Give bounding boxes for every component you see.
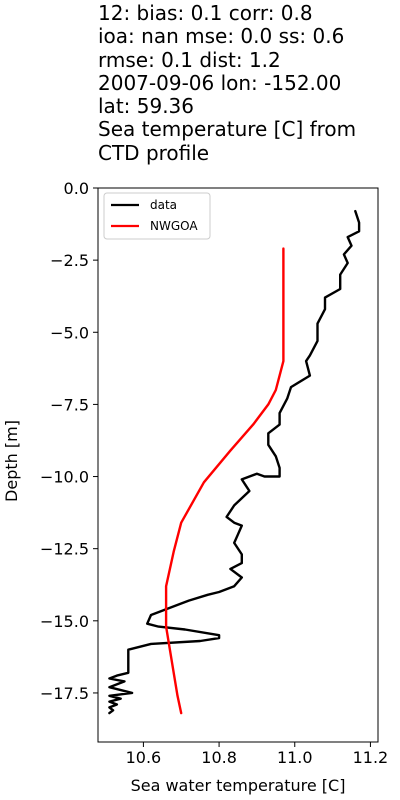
legend: data NWGOA — [103, 192, 211, 240]
title-line: CTD profile — [98, 140, 210, 165]
x-tick-label: 10.8 — [201, 748, 237, 767]
legend-label-data: data — [150, 198, 177, 212]
x-tick-label: 11.2 — [353, 748, 389, 767]
x-tick-label: 10.6 — [126, 748, 162, 767]
y-tick-label: −5.0 — [50, 323, 89, 342]
y-tick-label: −10.0 — [40, 468, 89, 487]
title-line: lat: 59.36 — [98, 94, 195, 119]
y-tick-label: −17.5 — [40, 684, 89, 703]
title-line: Sea temperature [C] from — [98, 117, 357, 142]
plot-frame — [97, 187, 379, 743]
series-line-data — [108, 209, 361, 715]
legend-label-nwgoa: NWGOA — [150, 219, 198, 233]
y-tick-label: −7.5 — [50, 395, 89, 414]
x-tick-label: 11.0 — [277, 748, 313, 767]
y-tick-label: −12.5 — [40, 540, 89, 559]
y-tick-label: 0.0 — [64, 179, 89, 198]
chart-title: 12: bias: 0.1 corr: 0.8 ioa: nan mse: 0.… — [98, 1, 398, 165]
title-line: 2007-09-06 lon: -152.00 — [98, 70, 342, 95]
title-line: 12: bias: 0.1 corr: 0.8 — [98, 1, 313, 25]
y-tick-label: −2.5 — [50, 251, 89, 270]
title-line: rmse: 0.1 dist: 1.2 — [98, 47, 281, 72]
y-tick-label: −15.0 — [40, 612, 89, 631]
x-axis-label: Sea water temperature [C] — [131, 776, 346, 795]
y-axis-label: Depth [m] — [2, 420, 21, 502]
title-line: ioa: nan mse: 0.0 ss: 0.6 — [98, 24, 345, 49]
series-line-nwgoa — [164, 247, 285, 715]
